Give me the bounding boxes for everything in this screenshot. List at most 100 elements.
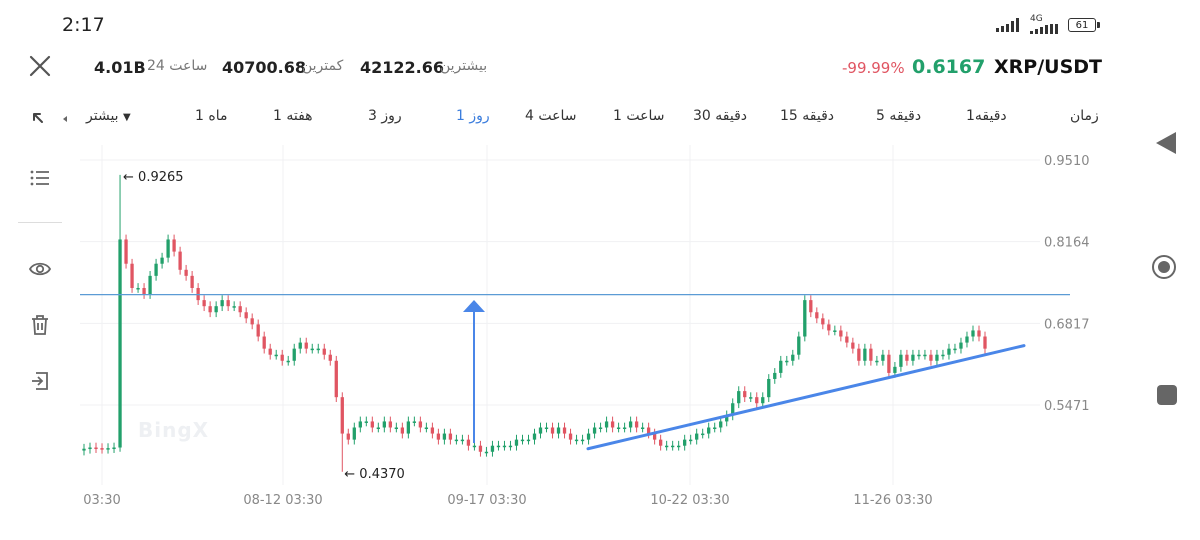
candle-body	[959, 342, 963, 349]
candle-body	[202, 300, 206, 307]
tab-3-day[interactable]: 3 روز	[368, 108, 402, 124]
candle-body	[436, 433, 441, 440]
candle-body	[496, 445, 501, 448]
nav-recent-icon[interactable]	[1157, 385, 1177, 405]
battery-icon: 61	[1068, 18, 1100, 32]
scroll-left-icon[interactable]	[63, 116, 67, 122]
candle-body	[328, 354, 332, 361]
signal-icon	[996, 18, 1019, 32]
expand-icon[interactable]	[30, 110, 46, 126]
candle-body	[538, 427, 543, 434]
candle-body	[178, 251, 182, 270]
tab-5-min[interactable]: 5 دقیقه	[876, 108, 922, 124]
candle-body	[646, 427, 651, 434]
candle-body	[683, 439, 687, 446]
candle-body	[262, 336, 266, 349]
candle-body	[130, 263, 134, 288]
eye-icon[interactable]	[28, 257, 52, 281]
candle-body	[94, 447, 98, 450]
candle-body	[664, 445, 669, 448]
candle-body	[82, 448, 86, 451]
nav-home-icon[interactable]	[1152, 255, 1176, 279]
tab-15-min[interactable]: 15 دقیقه	[780, 108, 835, 124]
candle-body	[616, 427, 621, 430]
candle-body	[232, 306, 236, 308]
volume-value: 4.01B	[94, 58, 146, 77]
candle-body	[604, 421, 609, 428]
candle-body	[316, 348, 320, 351]
candle-body	[785, 360, 789, 363]
y-tick-label: 0.5471	[1044, 399, 1090, 414]
candle-body	[923, 354, 927, 357]
candle-body	[106, 448, 110, 450]
tab-1-week[interactable]: 1 هفته	[273, 108, 313, 124]
candle-body	[298, 342, 302, 349]
candle-body	[580, 439, 585, 442]
candle-body	[142, 287, 146, 295]
candle-body	[863, 348, 867, 361]
candle-body	[875, 360, 879, 363]
candle-body	[815, 312, 819, 319]
candle-body	[190, 275, 194, 288]
candle-body	[406, 421, 411, 434]
candle-body	[893, 366, 897, 373]
tab-1-day[interactable]: 1 روز	[456, 108, 490, 124]
candle-body	[412, 421, 417, 423]
nav-back-icon[interactable]	[1156, 132, 1176, 154]
exit-icon[interactable]	[28, 369, 52, 393]
candle-body	[424, 427, 429, 430]
candle-body	[677, 445, 681, 448]
trash-icon[interactable]	[28, 313, 52, 337]
candle-body	[833, 330, 837, 332]
candle-body	[430, 427, 435, 434]
candle-body	[352, 427, 356, 440]
tab-more[interactable]: بیشتر ▼	[86, 108, 131, 124]
candle-body	[899, 354, 903, 367]
close-icon[interactable]	[28, 54, 52, 78]
candle-body	[622, 427, 627, 430]
x-tick-label: 09-17 03:30	[447, 493, 526, 508]
tab-30-min[interactable]: 30 دقیقه	[693, 108, 748, 124]
candle-body	[400, 427, 405, 434]
tab-4-hour[interactable]: 4 ساعت	[525, 108, 577, 124]
candle-body	[935, 354, 939, 361]
candle-body	[532, 433, 537, 440]
candle-body	[166, 239, 170, 258]
candle-body	[304, 342, 308, 349]
candle-body	[851, 342, 855, 349]
candle-body	[550, 427, 555, 434]
candle-body	[701, 433, 705, 436]
candle-body	[947, 348, 951, 355]
candle-body	[250, 318, 254, 325]
y-tick-label: 0.8164	[1044, 236, 1090, 251]
tab-1-min[interactable]: 1دقیقه	[966, 108, 1007, 124]
candle-body	[256, 324, 260, 337]
candle-body	[382, 421, 386, 428]
x-tick-label: 03:30	[83, 493, 120, 508]
candle-body	[334, 360, 338, 398]
tab-1-month[interactable]: 1 ماه	[195, 108, 228, 124]
candle-body	[172, 239, 176, 252]
tab-1-hour[interactable]: 1 ساعت	[613, 108, 665, 124]
candle-body	[791, 354, 795, 361]
candle-body	[983, 336, 987, 349]
watermark: BingX	[138, 418, 210, 442]
list-icon[interactable]	[28, 166, 52, 190]
candle-body	[568, 433, 573, 440]
candle-body	[827, 324, 831, 331]
candle-body	[869, 348, 873, 361]
candle-body	[743, 391, 747, 398]
candle-body	[124, 239, 128, 264]
candle-body	[634, 421, 639, 428]
candle-body	[340, 397, 344, 434]
candle-body	[394, 427, 398, 430]
candle-body	[514, 439, 519, 446]
pair-name[interactable]: XRP/USDT	[994, 56, 1102, 78]
candle-body	[88, 447, 92, 450]
candle-body	[454, 439, 459, 442]
candle-body	[466, 439, 471, 446]
candle-body	[917, 354, 921, 357]
candle-body	[731, 403, 735, 416]
candle-body	[767, 378, 771, 398]
